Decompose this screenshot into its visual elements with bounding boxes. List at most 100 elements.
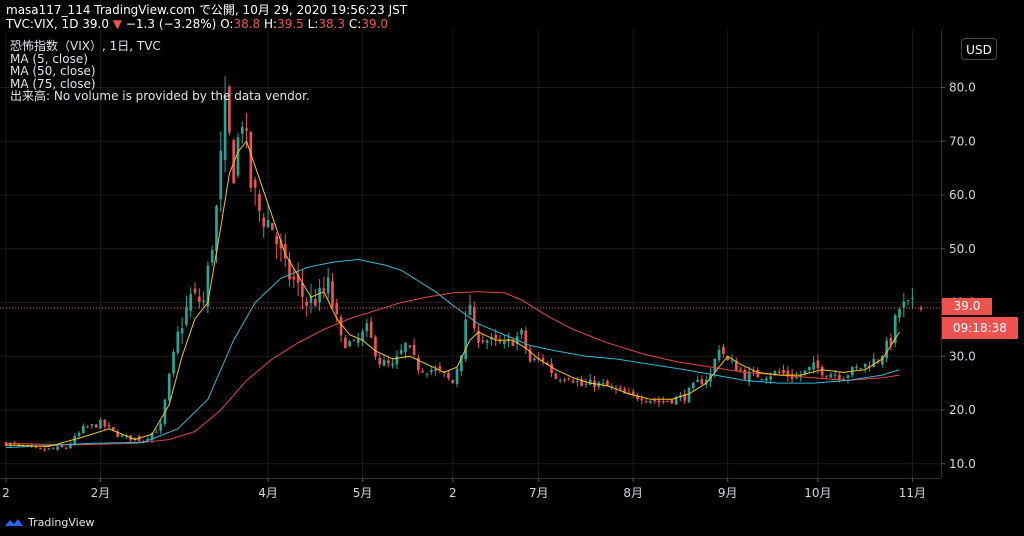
candle [687, 387, 691, 403]
candle [206, 261, 210, 314]
candle-body [563, 379, 566, 381]
price-tick-label: 70.0 [949, 134, 976, 148]
candle-body [271, 223, 274, 230]
candle-body [533, 358, 536, 360]
ma75-line [5, 291, 900, 446]
candle-body [777, 371, 781, 373]
candle-body [309, 296, 313, 304]
candle-body [107, 425, 111, 427]
candle [189, 287, 193, 318]
candle [786, 366, 790, 382]
time-tick-label: 10月 [804, 486, 831, 500]
candle-body [39, 447, 42, 449]
candle [683, 389, 687, 405]
tradingview-branding[interactable]: TradingView [4, 514, 94, 530]
candle [378, 353, 382, 369]
currency-button[interactable]: USD [961, 38, 997, 60]
legend-ma5[interactable]: MA (5, close) [10, 51, 88, 66]
candle-body [223, 95, 227, 160]
candle [288, 252, 291, 287]
legend-ma75[interactable]: MA (75, close) [10, 76, 96, 91]
candle-body [859, 368, 863, 370]
candle-body [601, 383, 605, 385]
candle-body [494, 334, 498, 339]
time-tick-label: 4月 [258, 486, 278, 500]
candle-body [318, 287, 321, 303]
candle-body [301, 282, 304, 297]
candle-body [640, 398, 644, 401]
time-tick-label: 8月 [623, 486, 643, 500]
candle-body [773, 371, 777, 375]
candle-body [142, 440, 145, 442]
candle [601, 378, 605, 388]
candle [666, 400, 669, 403]
candle-body [378, 357, 382, 365]
candle [541, 354, 545, 366]
low-value: 38.3 [318, 17, 346, 31]
candle [180, 317, 184, 345]
candle [846, 374, 850, 384]
candle-body [275, 235, 278, 245]
candle-body [17, 444, 21, 446]
candle [47, 448, 51, 451]
candle [395, 350, 399, 370]
candle-body [202, 301, 205, 303]
candle [455, 367, 459, 388]
legend-title[interactable]: 恐怖指数（VIX）, 1日, TVC [10, 39, 161, 53]
ma50-line [5, 258, 900, 449]
candle [567, 376, 571, 381]
candle-body [266, 220, 270, 228]
candle [661, 396, 665, 405]
candle-body [438, 366, 442, 370]
candle-body [734, 360, 738, 372]
candle-body [567, 378, 571, 380]
candle-body [713, 358, 717, 373]
candle-body [103, 419, 107, 427]
candle [374, 335, 377, 361]
candle-body [765, 378, 768, 381]
candle-body [571, 380, 575, 383]
down-arrow-icon: ▼ [112, 17, 123, 31]
candle-body [417, 357, 420, 371]
candle-body [528, 349, 532, 362]
candle-body [541, 357, 545, 362]
candle-body [820, 366, 824, 376]
candle [528, 345, 532, 363]
candle [292, 267, 296, 289]
candle [202, 291, 205, 307]
candle-body [219, 150, 223, 200]
candle [803, 370, 807, 377]
candle-body [112, 427, 115, 430]
legend-volume[interactable]: 出来高: No volume is provided by the data v… [10, 89, 310, 103]
candle [64, 446, 68, 450]
candle-body [60, 445, 64, 448]
candle [812, 356, 815, 374]
candle [696, 375, 699, 383]
candle [429, 365, 433, 375]
candle [670, 398, 674, 405]
candle-body [477, 330, 480, 343]
candle-body [73, 435, 77, 444]
candle [447, 370, 450, 381]
candle-body [283, 244, 287, 259]
candle [4, 441, 8, 447]
candle [240, 121, 244, 144]
candle-body [704, 379, 708, 385]
candle [51, 447, 55, 450]
candle [77, 430, 81, 439]
candle-body [576, 381, 579, 383]
candle [425, 373, 429, 378]
legend-ma50[interactable]: MA (50, close) [10, 64, 96, 78]
candle [365, 318, 369, 337]
candle [305, 297, 309, 317]
change-value: −1.3 (−3.28%) [125, 17, 217, 31]
price-tick-label: 10.0 [949, 457, 976, 471]
candle-body [90, 424, 94, 426]
candle-body [447, 373, 450, 379]
candle-body [258, 193, 261, 211]
time-tick-label: 2月 [91, 486, 111, 500]
candle [408, 345, 412, 350]
candle [56, 445, 59, 451]
candle-body [249, 132, 253, 188]
